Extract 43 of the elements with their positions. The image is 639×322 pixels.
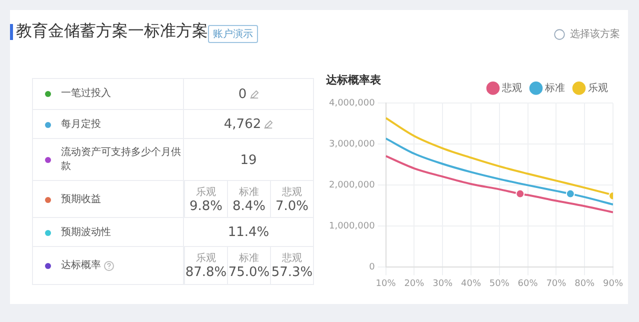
text: 57.3%: [271, 265, 313, 280]
text: 账户演示: [208, 25, 258, 43]
y-tick-label: 0: [369, 262, 376, 273]
category-label: 预期收益: [61, 192, 101, 206]
x-tick-label: 70%: [546, 278, 567, 289]
category-label: 预期波动性: [61, 226, 111, 240]
legend-label: 悲观: [501, 82, 522, 94]
chart-title: 达标概率表: [325, 73, 382, 86]
text: 75.0%: [228, 265, 270, 280]
x-tick-label: 80%: [574, 278, 596, 289]
text: 11.4%: [228, 225, 270, 240]
x-tick-label: 20%: [404, 278, 425, 289]
category-label: 一笔过投入: [61, 87, 111, 101]
text: 7.0%: [274, 199, 310, 214]
text: 19: [240, 152, 257, 168]
x-tick-label: 40%: [460, 278, 482, 289]
y-tick-label: 1,000,000: [328, 222, 376, 232]
y-tick-label: 4,000,000: [328, 98, 376, 109]
x-tick-label: 60%: [518, 278, 538, 289]
text: 教育金储蓄方案一标准方案: [16, 21, 208, 42]
text: 0: [238, 86, 247, 102]
text: 选择该方案: [570, 28, 620, 41]
text: 9.8%: [188, 199, 224, 214]
text: 4,762: [224, 117, 262, 132]
text: 87.8%: [185, 265, 227, 280]
y-tick-label: 3,000,000: [328, 140, 376, 150]
x-tick-label: 90%: [602, 278, 624, 289]
legend-label: 乐观: [588, 82, 608, 94]
category-label: 流动资产可支持多少个月供款: [61, 146, 182, 174]
text: 8.4%: [231, 199, 267, 214]
legend-label: 标准: [544, 82, 565, 94]
x-tick-label: 50%: [489, 278, 510, 289]
text: 悲观: [281, 186, 303, 199]
text: 乐观: [195, 252, 217, 265]
text: 悲观: [281, 252, 303, 265]
x-tick-label: 30%: [432, 278, 454, 289]
y-tick-label: 2,000,000: [328, 180, 376, 191]
category-label: 达标概率: [61, 258, 101, 272]
text: 标准: [238, 252, 260, 265]
text: 乐观: [195, 186, 217, 199]
text: 标准: [238, 186, 260, 199]
x-tick-label: 10%: [376, 278, 396, 289]
category-label: 每月定投: [61, 118, 101, 132]
